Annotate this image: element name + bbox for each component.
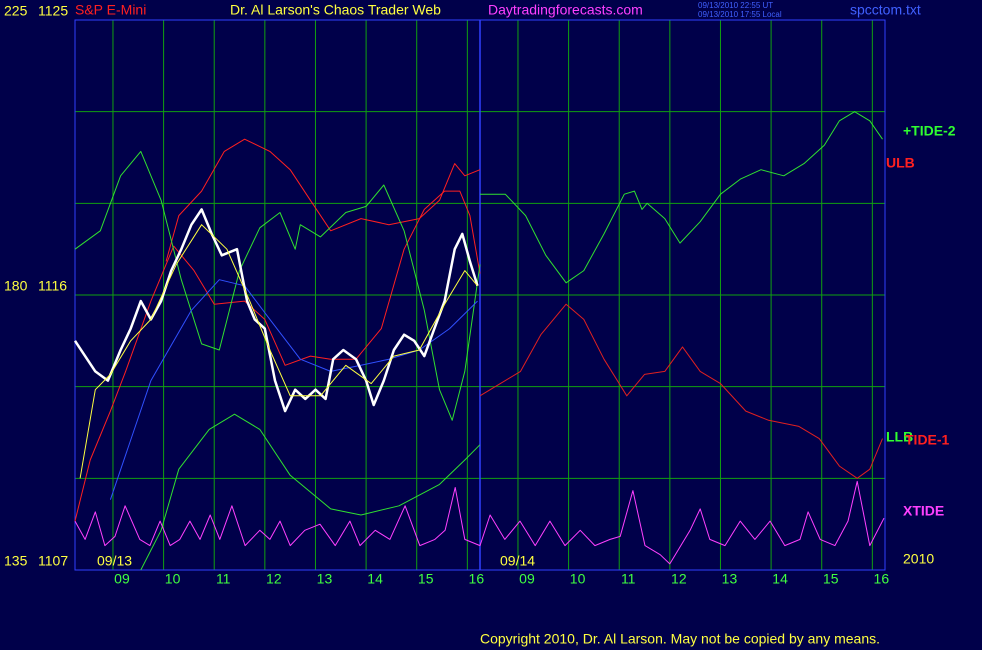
x-tick-label: 12 [671,571,687,587]
chart-title: Dr. Al Larson's Chaos Trader Web [230,2,441,18]
series-line [480,111,883,284]
x-tick-label: 12 [266,571,282,587]
x-tick-label: 11 [621,571,636,587]
series-line [140,413,481,571]
timestamp: 09/13/2010 22:55 UT [698,1,773,10]
series-line [165,138,481,262]
date-label: 09/14 [500,553,535,569]
x-tick-label: 16 [469,571,485,587]
copyright: Copyright 2010, Dr. Al Larson. May not b… [480,631,880,647]
y2-tick-label: 135 [4,553,28,569]
date-label: 09/13 [97,553,132,569]
x-tick-label: 09 [519,571,535,587]
x-tick-label: 15 [418,571,434,587]
timestamp: 09/13/2010 17:55 Local [698,10,782,19]
source: Daytradingforecasts.com [488,2,643,18]
subtitle: S&P E-Mini [75,2,146,18]
x-tick-label: 10 [165,571,181,587]
x-tick-label: 13 [722,571,738,587]
x-tick-label: 09 [114,571,130,587]
y-tick-label: 1116 [38,278,67,294]
series-label: +TIDE-2 [903,123,956,139]
series-label: ULB [886,155,915,171]
x-tick-label: 16 [874,571,890,587]
series-line [79,224,478,479]
x-tick-label: 15 [823,571,839,587]
y2-tick-label: 180 [4,278,28,294]
series-line [74,480,885,565]
series-line [74,150,481,421]
x-tick-label: 14 [367,571,383,587]
y-tick-label: 1125 [38,3,68,19]
file-name: spcctom.txt [850,2,921,18]
series-label: LLB [886,429,913,445]
x-tick-label: 11 [216,571,231,587]
x-tick-label: 14 [772,571,788,587]
x-tick-label: 10 [570,571,586,587]
series-line [74,190,481,522]
series-label: TIDE-1 [905,432,950,448]
series-label: XTIDE [903,503,944,519]
date-label: 2010 [903,551,934,567]
x-tick-label: 13 [317,571,333,587]
y2-tick-label: 225 [4,3,28,19]
series-line [73,208,479,413]
y-tick-label: 1107 [38,553,68,569]
series-line [479,303,883,479]
